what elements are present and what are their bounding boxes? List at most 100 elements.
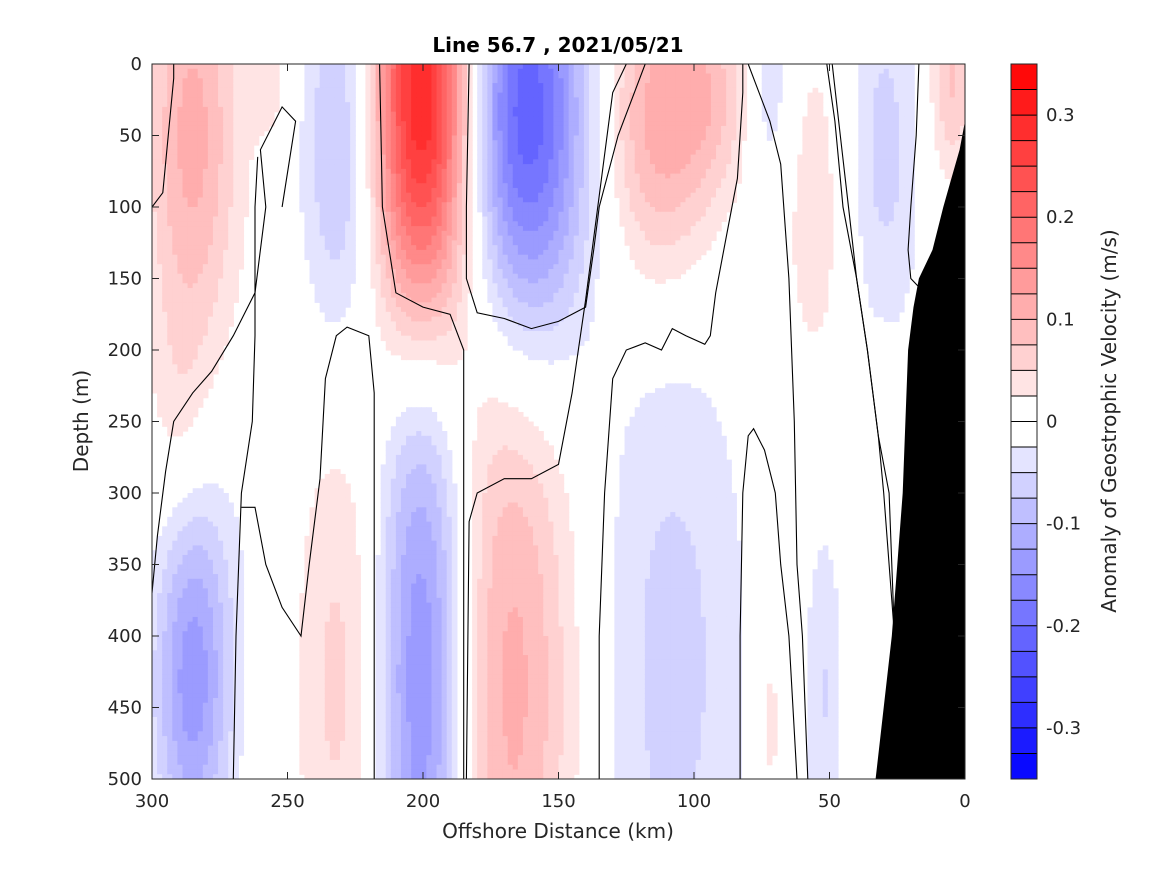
field-cell bbox=[258, 68, 265, 75]
field-cell bbox=[385, 197, 392, 203]
field-cell bbox=[233, 731, 239, 737]
field-cell bbox=[421, 559, 427, 566]
field-cell bbox=[172, 197, 178, 203]
field-cell bbox=[385, 631, 392, 637]
field-cell bbox=[192, 154, 199, 160]
field-cell bbox=[406, 512, 412, 518]
field-cell bbox=[157, 364, 163, 370]
field-cell bbox=[319, 616, 326, 623]
field-cell bbox=[411, 411, 417, 418]
field-cell bbox=[182, 78, 189, 84]
field-cell bbox=[406, 268, 412, 275]
field-cell bbox=[192, 683, 199, 690]
field-cell bbox=[162, 369, 168, 375]
field-cell bbox=[390, 330, 397, 337]
field-cell bbox=[228, 717, 234, 723]
field-cell bbox=[416, 755, 422, 761]
field-cell bbox=[218, 693, 224, 699]
field-cell bbox=[167, 726, 173, 732]
field-cell bbox=[177, 588, 184, 594]
field-cell bbox=[329, 578, 336, 585]
field-cell bbox=[152, 745, 158, 751]
field-cell bbox=[162, 145, 168, 151]
field-cell bbox=[340, 712, 346, 718]
field-cell bbox=[380, 597, 387, 604]
field-cell bbox=[319, 650, 326, 656]
field-cell bbox=[400, 311, 407, 318]
field-cell bbox=[314, 507, 321, 513]
field-cell bbox=[177, 197, 184, 203]
field-cell bbox=[182, 297, 189, 303]
field-cell bbox=[390, 516, 397, 523]
field-cell bbox=[390, 92, 397, 98]
field-cell bbox=[375, 278, 382, 284]
field-cell bbox=[324, 535, 331, 542]
field-cell bbox=[385, 278, 392, 284]
field-cell bbox=[223, 302, 229, 308]
field-cell bbox=[304, 593, 311, 599]
field-cell bbox=[197, 669, 204, 675]
field-cell bbox=[416, 664, 422, 670]
field-cell bbox=[202, 378, 209, 384]
field-cell bbox=[172, 426, 178, 432]
field-cell bbox=[238, 159, 245, 165]
field-cell bbox=[340, 721, 346, 728]
field-cell bbox=[350, 149, 356, 156]
field-cell bbox=[228, 721, 234, 728]
field-cell bbox=[416, 121, 422, 127]
field-cell bbox=[177, 750, 184, 756]
field-cell bbox=[223, 159, 229, 165]
field-cell bbox=[411, 297, 417, 303]
field-cell bbox=[385, 593, 392, 599]
field-cell bbox=[167, 216, 173, 222]
field-cell bbox=[177, 207, 184, 213]
field-cell bbox=[314, 292, 321, 299]
field-cell bbox=[223, 211, 229, 218]
field-cell bbox=[228, 283, 234, 289]
field-cell bbox=[406, 645, 412, 651]
field-cell bbox=[375, 736, 382, 742]
field-cell bbox=[390, 569, 397, 575]
field-cell bbox=[314, 288, 321, 294]
field-cell bbox=[238, 712, 245, 718]
field-cell bbox=[411, 178, 417, 184]
field-cell bbox=[233, 569, 239, 575]
field-cell bbox=[395, 173, 402, 179]
field-cell bbox=[304, 664, 311, 670]
field-cell bbox=[207, 202, 214, 208]
field-cell bbox=[345, 674, 351, 680]
field-cell bbox=[329, 216, 336, 222]
field-cell bbox=[395, 73, 402, 79]
field-cell bbox=[202, 292, 209, 299]
field-cell bbox=[233, 164, 239, 170]
field-cell bbox=[329, 526, 336, 532]
field-cell bbox=[375, 68, 382, 75]
field-cell bbox=[212, 335, 219, 342]
field-cell bbox=[370, 264, 377, 270]
field-cell bbox=[197, 197, 204, 203]
field-cell bbox=[350, 688, 356, 694]
field-cell bbox=[421, 211, 427, 218]
field-cell bbox=[182, 392, 189, 399]
field-cell bbox=[177, 659, 184, 666]
field-cell bbox=[304, 173, 311, 179]
field-cell bbox=[207, 364, 214, 370]
field-cell bbox=[421, 116, 427, 122]
field-cell bbox=[299, 154, 306, 160]
field-cell bbox=[319, 164, 326, 170]
field-cell bbox=[182, 740, 189, 747]
field-cell bbox=[324, 602, 331, 608]
field-cell bbox=[421, 459, 427, 465]
field-cell bbox=[304, 569, 311, 575]
field-cell bbox=[172, 340, 178, 346]
field-cell bbox=[365, 154, 372, 160]
field-cell bbox=[233, 602, 239, 608]
field-cell bbox=[299, 750, 306, 756]
field-cell bbox=[162, 278, 168, 284]
field-cell bbox=[421, 659, 427, 666]
field-cell bbox=[345, 616, 351, 623]
field-cell bbox=[167, 531, 173, 537]
field-cell bbox=[172, 140, 178, 146]
field-cell bbox=[187, 292, 194, 299]
field-cell bbox=[380, 216, 387, 222]
